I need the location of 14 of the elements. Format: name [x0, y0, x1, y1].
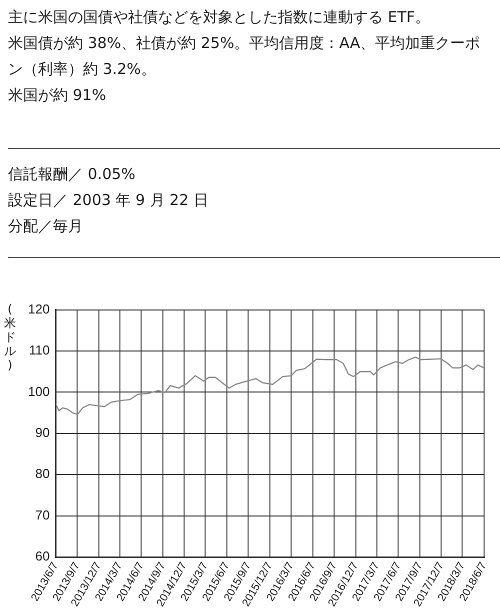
y-tick-label: 120: [28, 301, 50, 316]
text: 米国債が約 38%、社債が約 25%。平均信用度：AA、平均加重クーポン（利率）約 3.2%。: [8, 33, 482, 80]
text: 米国が約 91%: [8, 85, 108, 106]
y-tick-label: 90: [35, 424, 50, 440]
text: 信託報酬／ 0.05%: [8, 164, 136, 185]
y-tick-label: 100: [28, 384, 50, 399]
y-tick-label: 60: [35, 548, 50, 564]
y-tick-label: 80: [35, 466, 50, 482]
text: 主に米国の国債や社債などを対象とした指数に連動する ETF。: [8, 7, 432, 28]
y-tick-label: 110: [28, 342, 50, 358]
y-tick-label: 70: [35, 507, 50, 522]
y-axis-title: (米ドル): [3, 302, 17, 372]
text: 分配／毎月: [8, 216, 84, 237]
text: 設定日／ 2003 年 9 月 22 日: [8, 190, 210, 211]
